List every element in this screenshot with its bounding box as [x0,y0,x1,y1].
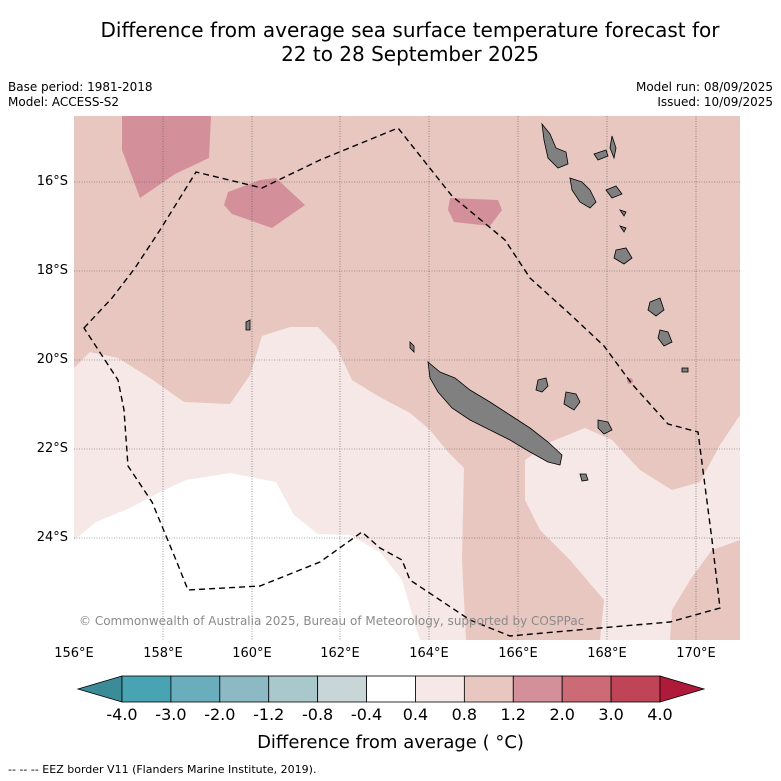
islet-1 [245,319,251,331]
lon-label-168: 168°E [587,646,627,661]
vanuatu-ambrym [605,185,623,199]
colorbar-tick-label: -1.2 [253,705,285,724]
colorbar-segment [366,675,416,703]
colorbar-tick-label: -0.4 [350,705,383,724]
lon-label-170: 170°E [676,646,716,661]
loyalty-island-1 [535,377,549,393]
colorbar-segment [463,675,514,703]
vanuatu-aneityum [681,367,689,373]
colorbar-tick-label: 2.0 [549,705,575,724]
loyalty-island-3 [597,419,613,435]
colorbar-tick-label: 3.0 [598,705,624,724]
lat-label-24: 24°S [36,530,68,545]
islet-3 [619,209,627,217]
anomaly-field-1.2-2.0-north [122,116,211,198]
copyright-credit: © Commonwealth of Australia 2025, Bureau… [79,614,585,628]
model-run: Model run: 08/09/2025 [635,80,773,94]
colorbar-tick-label: 0.4 [402,705,429,724]
lon-label-162: 162°E [320,646,360,661]
vanuatu-pentecost [609,135,617,160]
colorbar-extend-low [76,675,123,703]
lon-label-166: 166°E [498,646,538,661]
lat-label-16: 16°S [36,174,68,189]
chart-title: Difference from average sea surface temp… [40,18,780,66]
lon-label-160: 160°E [232,646,272,661]
colorbar-segment [121,675,172,703]
anomaly-field-1.2-2.0-east [448,198,502,226]
colorbar-tick-label: -4.0 [106,705,138,724]
issued-date: Issued: 10/09/2025 [657,95,773,109]
colorbar-segment [415,675,465,703]
lon-label-156: 156°E [54,646,94,661]
meta-left: Base period: 1981-2018 Model: ACCESS-S2 [8,80,153,110]
vanuatu-malekula [569,177,597,209]
colorbar-extend-high [659,675,706,703]
lat-label-22: 22°S [36,441,68,456]
colorbar-segment [610,675,661,703]
anomaly-field-1.2-2.0-central [224,178,305,228]
colorbar-tick-label: -0.8 [302,705,334,724]
land [245,122,689,482]
vanuatu-erromango [647,297,665,317]
eez-footnote: -- -- -- EEZ border V11 (Flanders Marine… [8,763,317,776]
colorbar [76,675,706,703]
eez-border [83,127,721,637]
isle-of-pines [579,473,589,482]
vanuatu-tanna [657,329,673,347]
colorbar-segment [512,675,563,703]
vanuatu-efate [613,247,633,265]
colorbar-segment [219,675,270,703]
anomaly-field-0.4-0.8-east [525,415,740,640]
new-caledonia [427,361,563,466]
islet-2 [409,341,415,353]
colorbar-tick-label: -3.0 [155,705,187,724]
lat-label-20: 20°S [36,352,68,367]
colorbar-segment [317,675,367,703]
colorbar-tick-label: 0.8 [451,705,478,724]
loyalty-island-2 [563,391,581,411]
colorbar-segment [561,675,612,703]
vanuatu-espiritu [541,122,569,169]
meta-right: Model run: 08/09/2025 Issued: 10/09/2025 [636,80,773,110]
title-line-1: Difference from average sea surface temp… [100,18,720,42]
lat-label-18: 18°S [36,263,68,278]
islet-4 [619,225,627,233]
colorbar-segment [268,675,319,703]
base-period: Base period: 1981-2018 [8,80,153,94]
title-line-2: 22 to 28 September 2025 [281,42,539,66]
anomaly-field-neutral [74,473,420,640]
lon-label-164: 164°E [409,646,449,661]
colorbar-title: Difference from average ( °C) [257,732,524,753]
colorbar-segment [170,675,221,703]
colorbar-tick-label: -2.0 [204,705,236,724]
model-name: Model: ACCESS-S2 [8,95,120,109]
map-area [74,116,740,640]
graticule [74,116,740,640]
vanuatu-ambae [593,149,609,161]
lon-label-158: 158°E [143,646,183,661]
colorbar-tick-label: 1.2 [500,705,526,724]
colorbar-tick-label: 4.0 [647,705,673,724]
